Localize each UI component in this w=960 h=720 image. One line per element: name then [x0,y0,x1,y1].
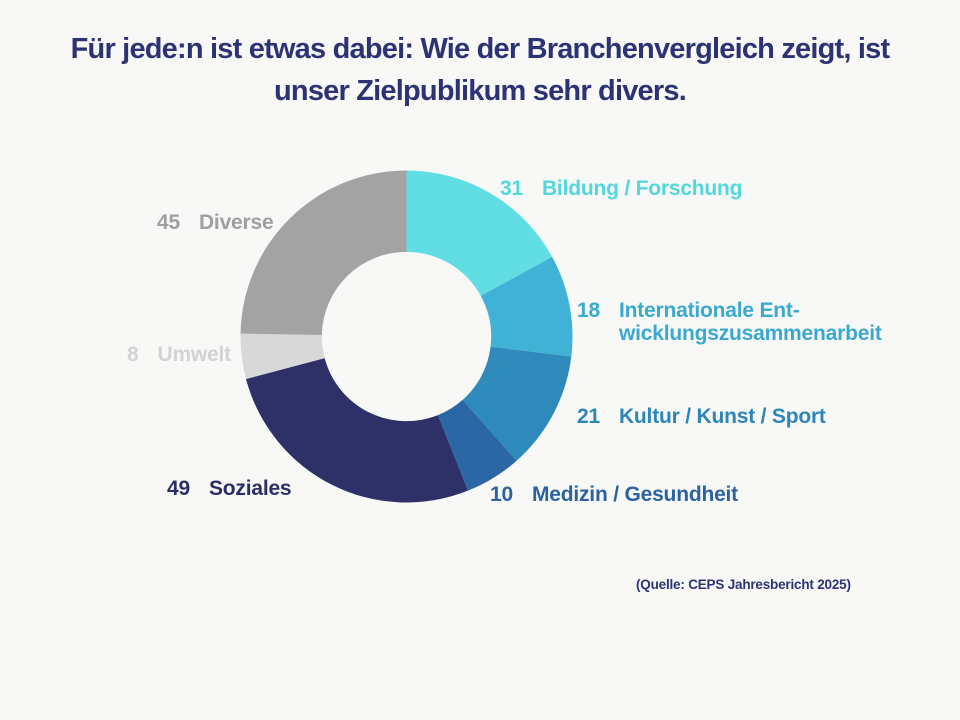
legend-label: Diverse [198,211,274,234]
legend-value: 10 [490,483,513,506]
legend-label: Bildung / Forschung [541,177,743,200]
donut-segment-soziales [246,358,469,503]
page-title: Für jede:n ist etwas dabei: Wie der Bran… [70,33,891,107]
legend-label: Soziales [208,477,292,500]
donut-segment-medizin-gesundheit [437,399,517,491]
legend-label: Kultur / Kunst / Sport [618,405,826,428]
legend-item-bildung-forschung: 31 Bildung / Forschung [500,177,743,200]
legend-item-diverse: 45 Diverse [157,211,274,234]
legend-item-kultur-kunst-sport: 21 Kultur / Kunst / Sport [577,405,826,428]
legend-item-medizin-gesundheit: 10 Medizin / Gesundheit [490,483,738,506]
donut-svg [240,170,573,503]
donut-segment-bildung-forschung [406,170,553,296]
legend-value: 8 [127,343,139,366]
legend-item-internationale-entwicklungszusammenarbeit: 18 Internationale Ent- wicklungszusammena… [577,299,882,345]
legend-item-umwelt: 8 Umwelt [127,343,231,366]
legend-label: Internationale Ent- wicklungszusammenarb… [618,299,882,345]
legend-value: 49 [167,477,190,500]
legend-value: 45 [157,211,180,234]
donut-segment-diverse [240,170,407,336]
legend-label: Medizin / Gesundheit [531,483,738,506]
donut-segment-kultur-kunst-sport [462,346,572,461]
legend-value: 31 [500,177,523,200]
legend-item-soziales: 49 Soziales [167,477,292,500]
donut-segment-umwelt [240,333,325,379]
legend-value: 21 [577,405,600,428]
donut-chart [239,169,574,504]
donut-segment-internationale-entwicklungszusammenarbeit [480,256,573,357]
source-note: (Quelle: CEPS Jahresbericht 2025) [636,577,851,592]
legend-value: 18 [577,299,600,322]
legend-label: Umwelt [157,343,231,366]
